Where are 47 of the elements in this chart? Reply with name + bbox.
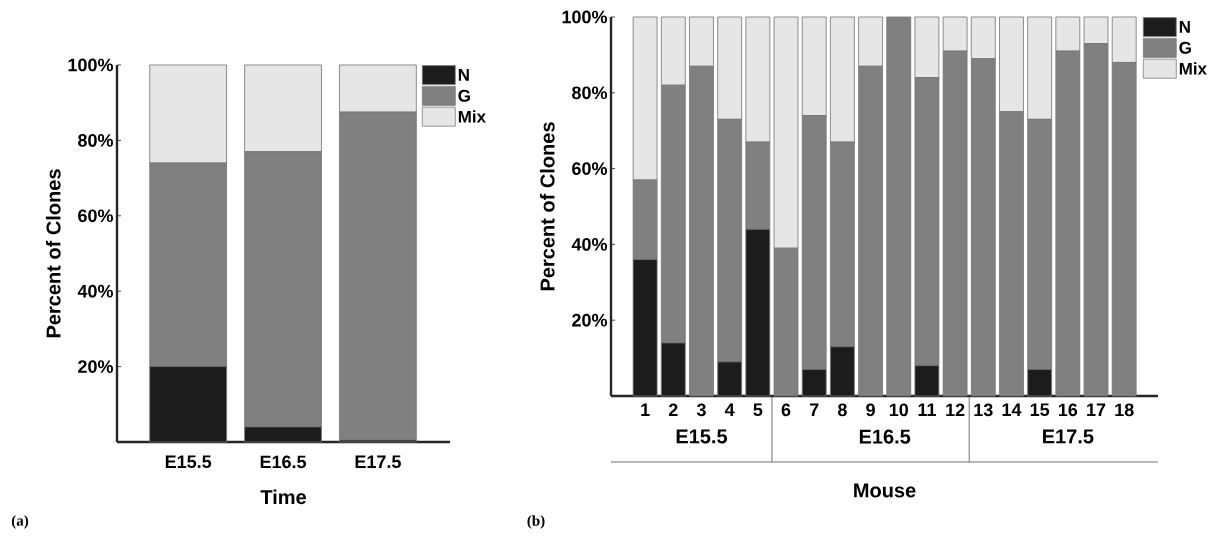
x-tick-label: 12 (946, 403, 965, 417)
text: E17.5 (1043, 429, 1094, 444)
x-tick-label: E17.5 (355, 455, 401, 469)
legend-label: Mix (458, 110, 486, 123)
x-tick-label: 3 (696, 403, 706, 417)
y-tick-label: 80% (572, 86, 608, 100)
y-tick-label: 60% (78, 209, 114, 223)
text: (a) (11, 515, 29, 529)
y-tick-label: 40% (571, 238, 608, 251)
x-tick-label: E15.5 (165, 455, 212, 469)
bar (886, 16, 912, 397)
text: E15.5 (676, 429, 728, 444)
y-tick-label: 80% (78, 134, 114, 147)
y-tick-label: 20% (78, 360, 114, 373)
y-tick-label: 100% (562, 10, 608, 24)
x-tick-label: 13 (974, 403, 993, 417)
x-tick-label: 4 (724, 403, 735, 416)
legend-label: G (1179, 41, 1191, 54)
x-tick-label: 5 (753, 403, 763, 417)
y-tick-label: 40% (77, 284, 114, 298)
x-tick-label: 1 (641, 403, 650, 416)
legend-label: G (458, 89, 470, 102)
y-tick-label: 60% (572, 162, 608, 175)
x-tick-label: 10 (889, 403, 909, 417)
x-axis-title: Time (260, 489, 306, 505)
x-tick-label: 16 (1058, 403, 1078, 417)
x-tick-label: 14 (1002, 403, 1022, 416)
x-tick-label: 8 (837, 403, 847, 417)
y-axis-title: Percent of Clones (45, 169, 61, 338)
x-tick-label: 2 (668, 403, 678, 417)
x-tick-label: 7 (809, 403, 819, 416)
legend-label: N (1179, 20, 1190, 33)
x-tick-label: 15 (1030, 403, 1050, 417)
y-axis-title: Percent of Clones (539, 122, 555, 291)
y-tick-label: 20% (572, 313, 608, 327)
x-tick-label: 9 (866, 403, 875, 417)
x-tick-label: 11 (918, 403, 936, 416)
legend-label: N (458, 68, 469, 81)
x-tick-label: 6 (781, 403, 791, 417)
x-axis-title: Mouse (854, 483, 916, 498)
y-tick-label: 100% (68, 58, 114, 72)
legend-label: Mix (1179, 62, 1207, 75)
x-tick-label: 17 (1087, 403, 1106, 416)
text: (b) (527, 515, 545, 529)
x-tick-label: 18 (1115, 403, 1134, 417)
x-tick-label: E16.5 (260, 455, 307, 469)
text: E16.5 (859, 429, 911, 444)
